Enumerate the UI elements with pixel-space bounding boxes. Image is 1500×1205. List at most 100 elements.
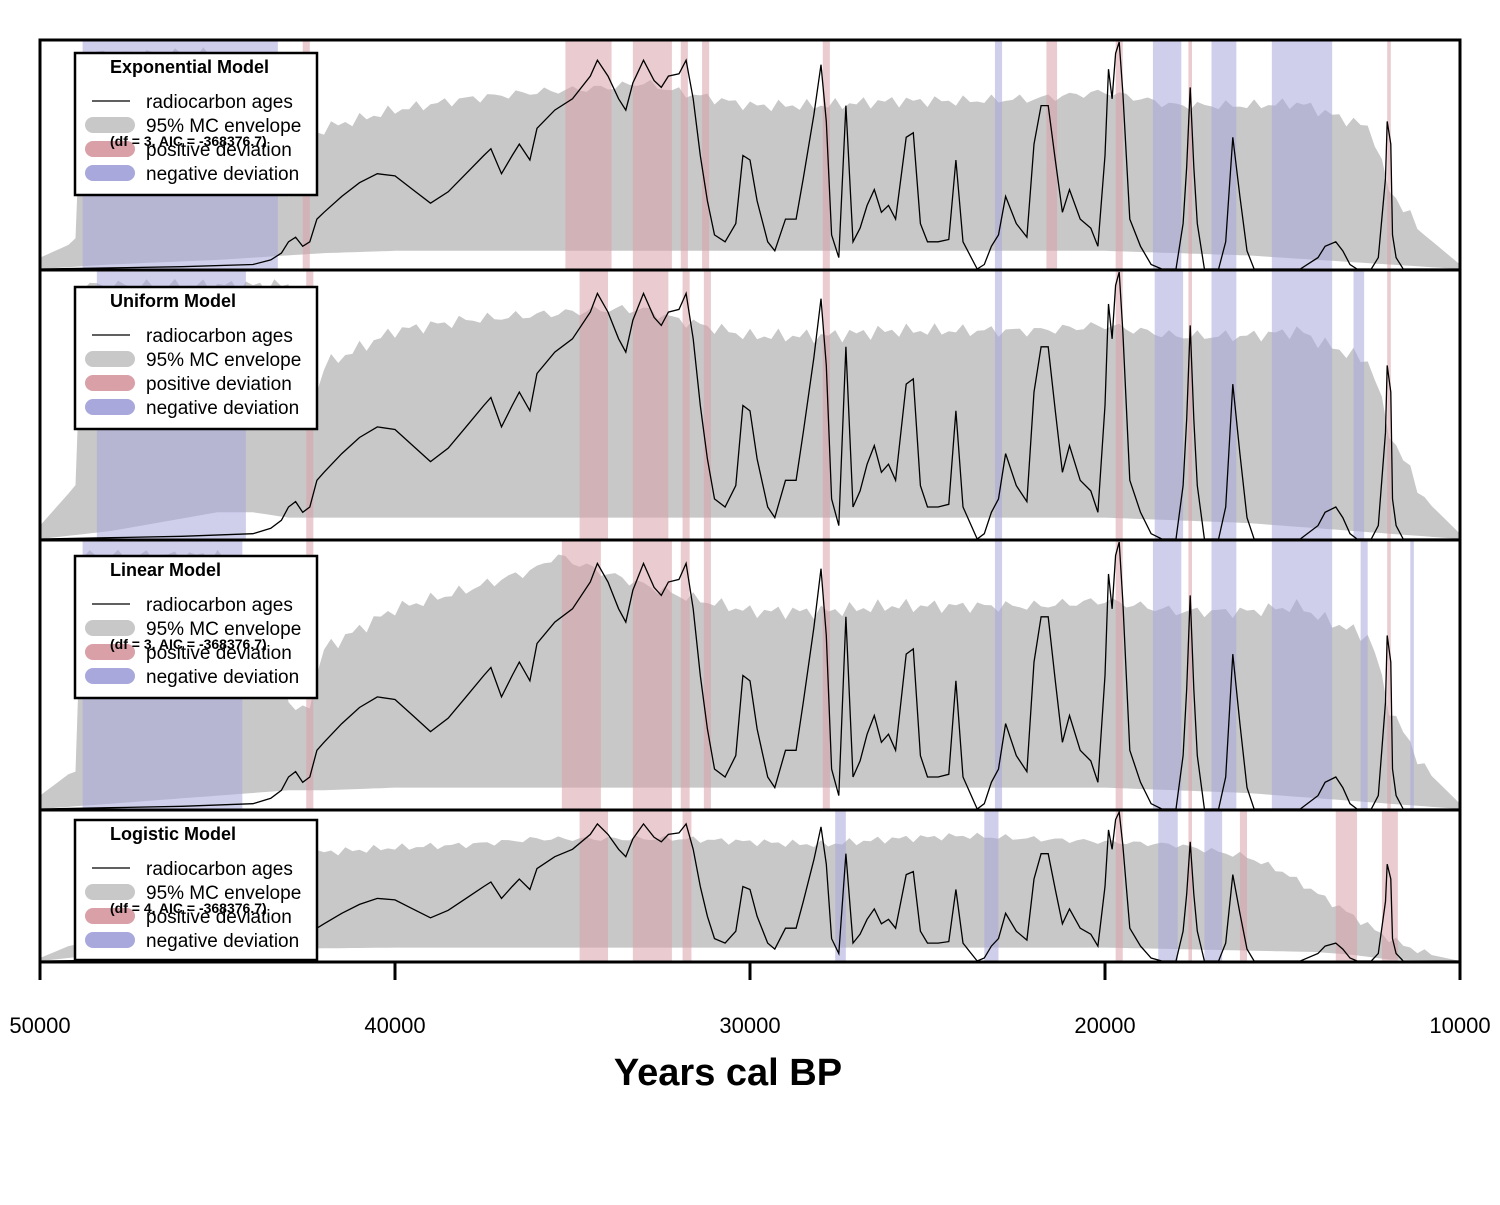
positive-deviation-band (561, 540, 601, 810)
plot-area (40, 540, 1460, 810)
model-stat: (df = 3, AIC = -368376.7) (110, 133, 267, 149)
positive-deviation-band (1115, 270, 1123, 540)
negative-deviation-band (1360, 540, 1368, 810)
negative-deviation-band (994, 540, 1003, 810)
negative-deviation-band (1158, 810, 1178, 962)
positive-deviation-band (579, 810, 608, 962)
legend-title: Logistic Model (110, 824, 236, 844)
negative-deviation-band (1152, 540, 1182, 810)
negative-deviation-band (1353, 270, 1365, 540)
panel-3: Linear Model radiocarbon ages 95% MC envel… (38, 538, 1462, 812)
positive-deviation-band (632, 540, 672, 810)
positive-deviation-band (1188, 810, 1192, 962)
positive-deviation-band (1335, 810, 1358, 962)
negative-deviation-band (1211, 40, 1237, 270)
positive-deviation-band (680, 540, 690, 810)
legend-swatch (85, 165, 135, 181)
positive-deviation-band (1188, 540, 1192, 810)
legend-entry: 95% MC envelope (146, 883, 301, 904)
panel-4: Logistic Model radiocarbon ages 95% MC env… (38, 808, 1462, 964)
positive-deviation-band (703, 540, 711, 810)
negative-deviation-band (994, 270, 1003, 540)
legend-swatch (85, 141, 135, 157)
legend-entry: 95% MC envelope (146, 116, 301, 137)
positive-deviation-band (1188, 270, 1192, 540)
positive-deviation-band (822, 270, 830, 540)
positive-deviation-band (1115, 810, 1123, 962)
x-axis: 50000 40000 30000 20000 10000 Years cal BP (9, 960, 1491, 1094)
positive-deviation-band (682, 270, 690, 540)
legend-title: Linear Model (110, 560, 221, 580)
legend-swatch (85, 908, 135, 924)
legend-entry: negative deviation (146, 667, 299, 688)
positive-deviation-band (632, 270, 669, 540)
envelope-area (40, 47, 1460, 270)
positive-deviation-band (1188, 40, 1192, 270)
legend-swatch (85, 644, 135, 660)
positive-deviation-band (1115, 40, 1123, 270)
x-tick-label: 40000 (364, 1013, 425, 1038)
legend: Linear Model radiocarbon ages 95% MC envel… (73, 554, 319, 700)
legend-title: Exponential Model (110, 57, 269, 77)
negative-deviation-band (994, 40, 1003, 270)
positive-deviation-band (1381, 810, 1398, 962)
positive-deviation-band (632, 40, 672, 270)
x-axis-title: Years cal BP (614, 1052, 842, 1094)
legend-entry: radiocarbon ages (146, 859, 293, 880)
negative-deviation-band (1211, 540, 1237, 810)
legend-swatch (85, 884, 135, 900)
legend-entry: positive deviation (146, 374, 292, 395)
legend-swatch (85, 375, 135, 391)
legend-entry: radiocarbon ages (146, 326, 293, 347)
negative-deviation-band (1271, 40, 1333, 270)
positive-deviation-band (1387, 40, 1391, 270)
positive-deviation-band (1387, 540, 1391, 810)
negative-deviation-band (1152, 40, 1182, 270)
positive-deviation-band (579, 270, 608, 540)
envelope-area (40, 549, 1460, 809)
negative-deviation-band (1410, 540, 1414, 810)
legend-entry: positive deviation (146, 643, 292, 664)
legend-swatch (85, 620, 135, 636)
positive-deviation-band (1387, 270, 1391, 540)
negative-deviation-band (1211, 270, 1237, 540)
legend-title: Uniform Model (110, 291, 236, 311)
legend-swatch (85, 117, 135, 133)
negative-deviation-band (1154, 270, 1184, 540)
legend-entry: 95% MC envelope (146, 350, 301, 371)
legend-entry: radiocarbon ages (146, 92, 293, 113)
legend-entry: negative deviation (146, 164, 299, 185)
positive-deviation-band (1115, 540, 1123, 810)
envelope-area (40, 832, 1460, 961)
legend-swatch (85, 932, 135, 948)
panel-2: Uniform Model radiocarbon ages 95% MC enve… (38, 268, 1462, 542)
negative-deviation-band (835, 810, 846, 962)
x-tick-label: 10000 (1429, 1013, 1490, 1038)
panel-1: Exponential Model radiocarbon ages 95% MC … (38, 38, 1462, 272)
negative-deviation-band (984, 810, 999, 962)
model-stat: (df = 4, AIC = -368376.7) (110, 900, 267, 916)
legend: Exponential Model radiocarbon ages 95% MC … (73, 51, 319, 197)
model-stat: (df = 3, AIC = -368376.7) (110, 636, 267, 652)
legend-entry: positive deviation (146, 907, 292, 928)
negative-deviation-band (1271, 540, 1333, 810)
legend-swatch (85, 668, 135, 684)
plot-area (40, 270, 1460, 540)
positive-deviation-band (1239, 810, 1247, 962)
positive-deviation-band (1046, 40, 1058, 270)
envelope-area (40, 278, 1460, 539)
positive-deviation-band (682, 810, 692, 962)
legend-entry: negative deviation (146, 398, 299, 419)
legend: Logistic Model radiocarbon ages 95% MC env… (73, 818, 319, 962)
legend-entry: positive deviation (146, 140, 292, 161)
legend-entry: 95% MC envelope (146, 619, 301, 640)
positive-deviation-band (632, 810, 672, 962)
legend-swatch (85, 351, 135, 367)
positive-deviation-band (702, 40, 710, 270)
legend-swatch (85, 399, 135, 415)
positive-deviation-band (565, 40, 612, 270)
positive-deviation-band (822, 540, 830, 810)
legend: Uniform Model radiocarbon ages 95% MC enve… (73, 285, 319, 431)
x-tick-label: 50000 (9, 1013, 70, 1038)
